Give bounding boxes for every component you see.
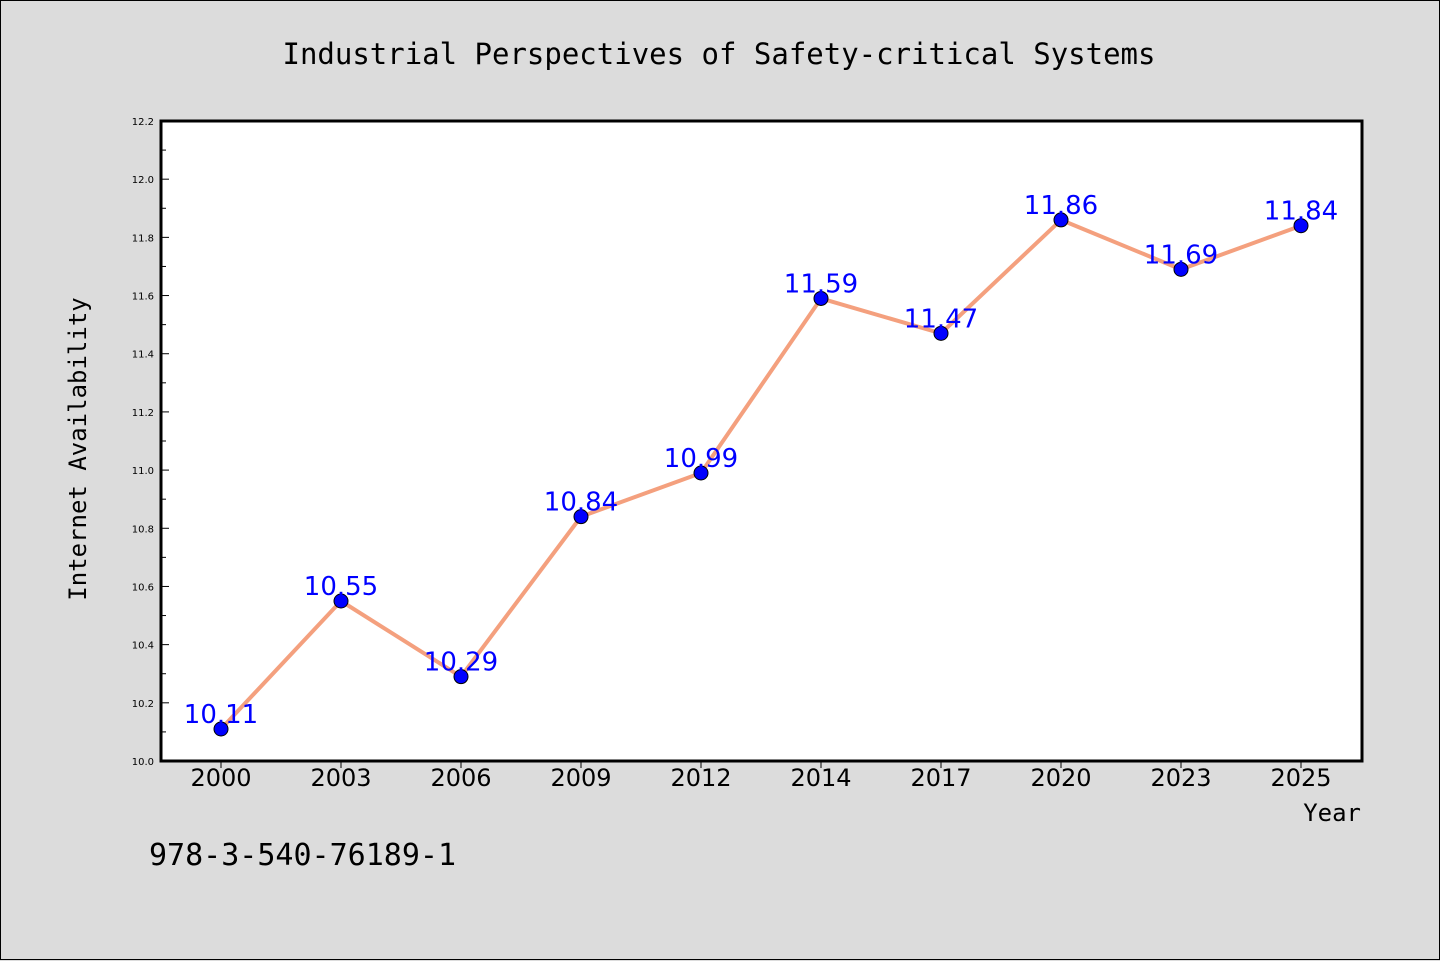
x-tick-label: 2017 [910, 764, 971, 792]
y-tick-label: 11.8 [132, 233, 154, 244]
data-label: 10.11 [184, 700, 258, 730]
x-tick-label: 2000 [190, 764, 251, 792]
data-point [1173, 261, 1189, 277]
x-tick-label: 2014 [790, 764, 851, 792]
data-point [933, 325, 949, 341]
x-tick-label: 2003 [310, 764, 371, 792]
x-tick-label: 2023 [1150, 764, 1211, 792]
data-point [1293, 218, 1309, 234]
data-label: 10.55 [304, 572, 378, 602]
y-tick-label: 10.4 [132, 641, 154, 652]
y-axis-ticks: 10.0 10.2 10.4 10.6 10.8 11.0 11.2 11.4 11.6 11.8… [132, 117, 169, 768]
data-label: 10.99 [664, 444, 738, 474]
data-labels: 10.11 10.55 10.29 10.84 10.99 11.59 11.47 11.86… [184, 191, 1338, 730]
data-label: 11.59 [784, 269, 858, 299]
data-point [213, 721, 229, 737]
y-tick-label: 10.0 [132, 757, 154, 768]
data-label: 11.47 [904, 304, 978, 334]
y-tick-label: 11.4 [132, 350, 154, 361]
data-point [1053, 212, 1069, 228]
data-label: 10.84 [544, 488, 618, 518]
series-line [219, 217, 1303, 731]
plot-border [159, 119, 1364, 763]
x-tick-label: 2012 [670, 764, 731, 792]
chart-title: Industrial Perspectives of Safety-critic… [283, 37, 1156, 71]
y-tick-label: 10.8 [132, 524, 154, 535]
x-tick-label: 2025 [1270, 764, 1331, 792]
data-label: 11.84 [1264, 197, 1338, 227]
y-tick-label: 11.0 [132, 466, 154, 477]
y-tick-label: 11.6 [132, 292, 154, 303]
data-series [213, 212, 1309, 737]
data-label: 11.69 [1144, 240, 1218, 270]
x-tick-label: 2006 [430, 764, 491, 792]
x-axis-title: Year [1303, 799, 1361, 827]
data-point [453, 669, 469, 685]
data-label: 10.29 [424, 648, 498, 678]
data-point [693, 465, 709, 481]
plot-area [161, 121, 1362, 761]
data-point [813, 290, 829, 306]
y-tick-label: 10.6 [132, 582, 154, 593]
data-label: 11.86 [1024, 191, 1098, 221]
x-axis-ticks: 2000 2003 2006 2009 2012 2014 2017 2020 2023 2025 [190, 761, 1332, 792]
y-tick-label: 11.2 [132, 408, 154, 419]
data-point [573, 509, 589, 525]
data-point [333, 593, 349, 609]
y-tick-label: 12.2 [132, 117, 154, 128]
y-tick-label: 10.2 [132, 699, 154, 710]
x-tick-label: 2020 [1030, 764, 1091, 792]
x-tick-label: 2009 [550, 764, 611, 792]
y-axis-title: Internet Availability [64, 297, 92, 600]
isbn-text: 978-3-540-76189-1 [149, 838, 456, 873]
y-tick-label: 12.0 [132, 175, 154, 186]
